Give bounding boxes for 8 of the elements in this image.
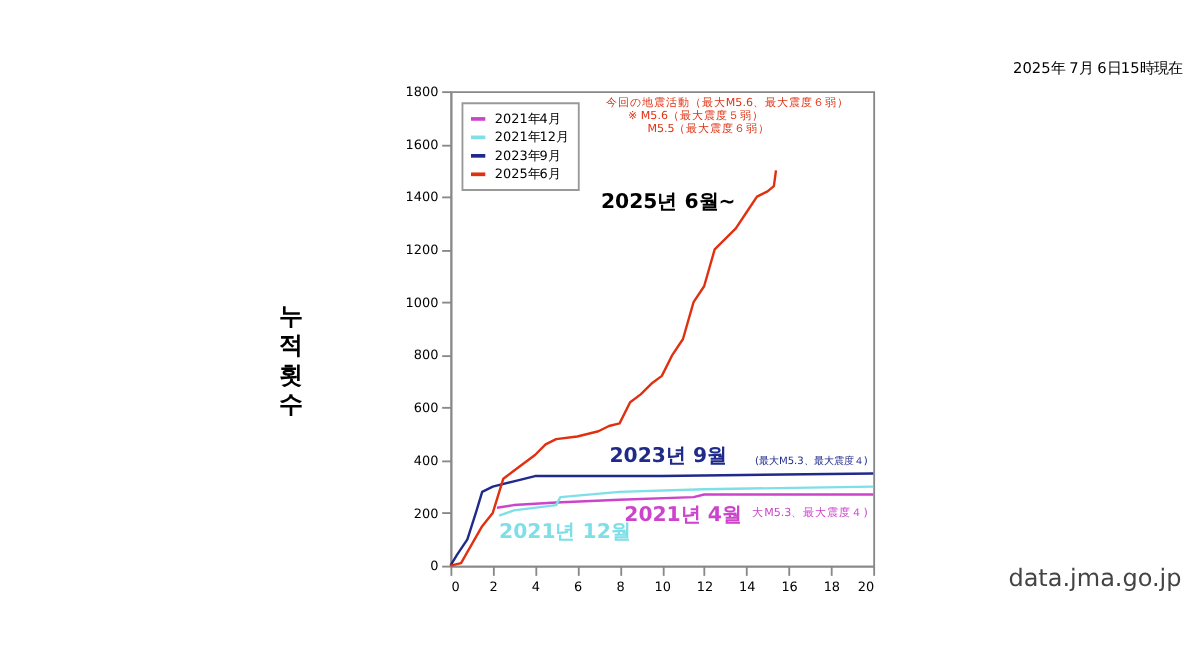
line-series [495, 493, 875, 509]
text: data.jma.go.jp [1008, 564, 1182, 592]
text: 2025年 7月 6日15時現在 [1013, 58, 1182, 77]
annotation: 2025년 6월~ [601, 191, 736, 214]
y-axis-title: 누적횟수 [279, 301, 304, 419]
annotation: 2021년 4월 [624, 505, 742, 528]
annotation: 2021년 12월 [499, 522, 631, 544]
annotation: 2023년 9월 [609, 446, 728, 469]
